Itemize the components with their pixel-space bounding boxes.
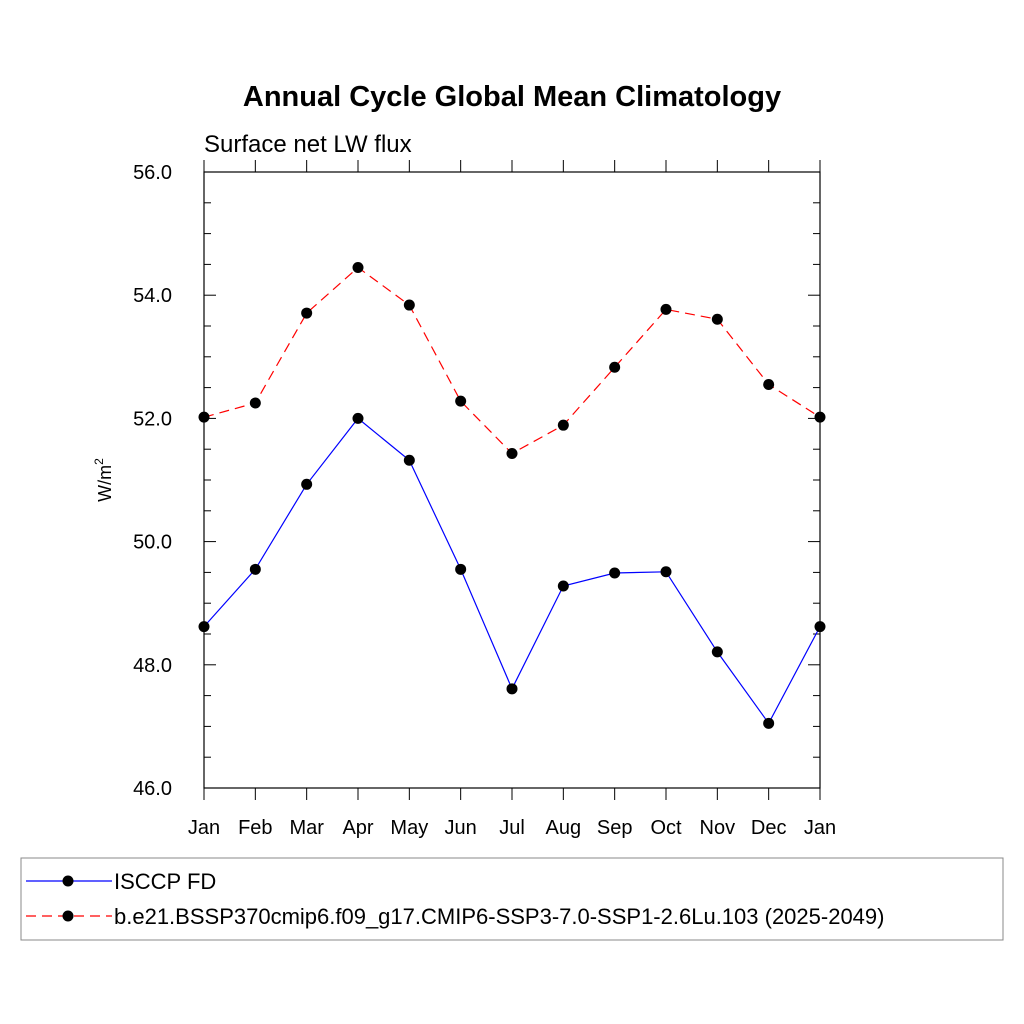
data-point [711, 646, 723, 658]
legend-marker [62, 875, 74, 887]
legend-box [20, 857, 1004, 941]
x-tick-label: Jun [445, 817, 477, 839]
data-point [660, 566, 672, 578]
data-point [301, 478, 313, 490]
data-point [660, 303, 672, 315]
data-point [763, 379, 775, 391]
data-point [814, 411, 826, 423]
data-point [763, 717, 775, 729]
plot-area-border [203, 171, 821, 789]
data-point [455, 563, 467, 575]
series-1 [198, 412, 826, 729]
data-point [455, 395, 467, 407]
y-tick-label: 50.0 [133, 532, 172, 554]
plot-frame [203, 171, 821, 789]
data-point [198, 411, 210, 423]
data-point [711, 313, 723, 325]
series-layer [198, 261, 826, 729]
chart-title: Annual Cycle Global Mean Climatology [243, 81, 781, 113]
data-point [249, 397, 261, 409]
legend-label: b.e21.BSSP370cmip6.f09_g17.CMIP6-SSP3-7.… [114, 904, 884, 929]
x-tick-label: Jan [804, 817, 836, 839]
series-line [203, 417, 821, 725]
data-point [609, 361, 621, 373]
legend-label: ISCCP FD [114, 869, 216, 894]
x-tick-label: Feb [238, 817, 272, 839]
legend-item: b.e21.BSSP370cmip6.f09_g17.CMIP6-SSP3-7.… [26, 904, 884, 929]
y-tick-label: 54.0 [133, 285, 172, 307]
data-point [301, 307, 313, 319]
data-point [352, 412, 364, 424]
data-point [198, 621, 210, 633]
y-tick-label: 46.0 [133, 778, 172, 800]
data-point [557, 580, 569, 592]
data-point [506, 683, 518, 695]
data-point [557, 419, 569, 431]
x-tick-label: May [390, 817, 428, 839]
y-tick-label: 48.0 [133, 655, 172, 677]
series-2 [198, 261, 826, 460]
chart-subtitle: Surface net LW flux [204, 131, 412, 158]
y-tick-label: 56.0 [133, 162, 172, 184]
x-axis: Jan Feb Mar Apr May Jun Jul Aug Sep Oct Nov Dec Jan [188, 160, 836, 839]
data-point [814, 621, 826, 633]
data-point [403, 454, 415, 466]
series-line [203, 266, 821, 455]
y-tick-label: 52.0 [133, 408, 172, 430]
x-tick-label: Jan [188, 817, 220, 839]
y-axis: 46.0 48.0 50.0 52.0 54.0 56.0 [133, 162, 820, 800]
data-point [249, 563, 261, 575]
y-axis-label-unit: W/m [95, 465, 115, 502]
x-tick-label: Dec [751, 817, 787, 839]
x-tick-label: Apr [342, 817, 373, 839]
legend-item: ISCCP FD [26, 869, 216, 894]
x-tick-label: Nov [700, 817, 736, 839]
data-point [352, 261, 364, 273]
y-axis-label: W/m2 [92, 458, 115, 502]
data-point [609, 567, 621, 579]
x-tick-label: Oct [650, 817, 682, 839]
legend: ISCCP FD b.e21.BSSP370cmip6.f09_g17.CMIP6… [20, 857, 1004, 941]
x-tick-label: Mar [289, 817, 324, 839]
data-point [403, 299, 415, 311]
x-tick-label: Sep [597, 817, 633, 839]
y-axis-label-superscript: 2 [92, 458, 106, 465]
data-point [506, 448, 518, 460]
x-tick-label: Jul [499, 817, 525, 839]
legend-marker [62, 910, 74, 922]
x-tick-label: Aug [546, 817, 582, 839]
